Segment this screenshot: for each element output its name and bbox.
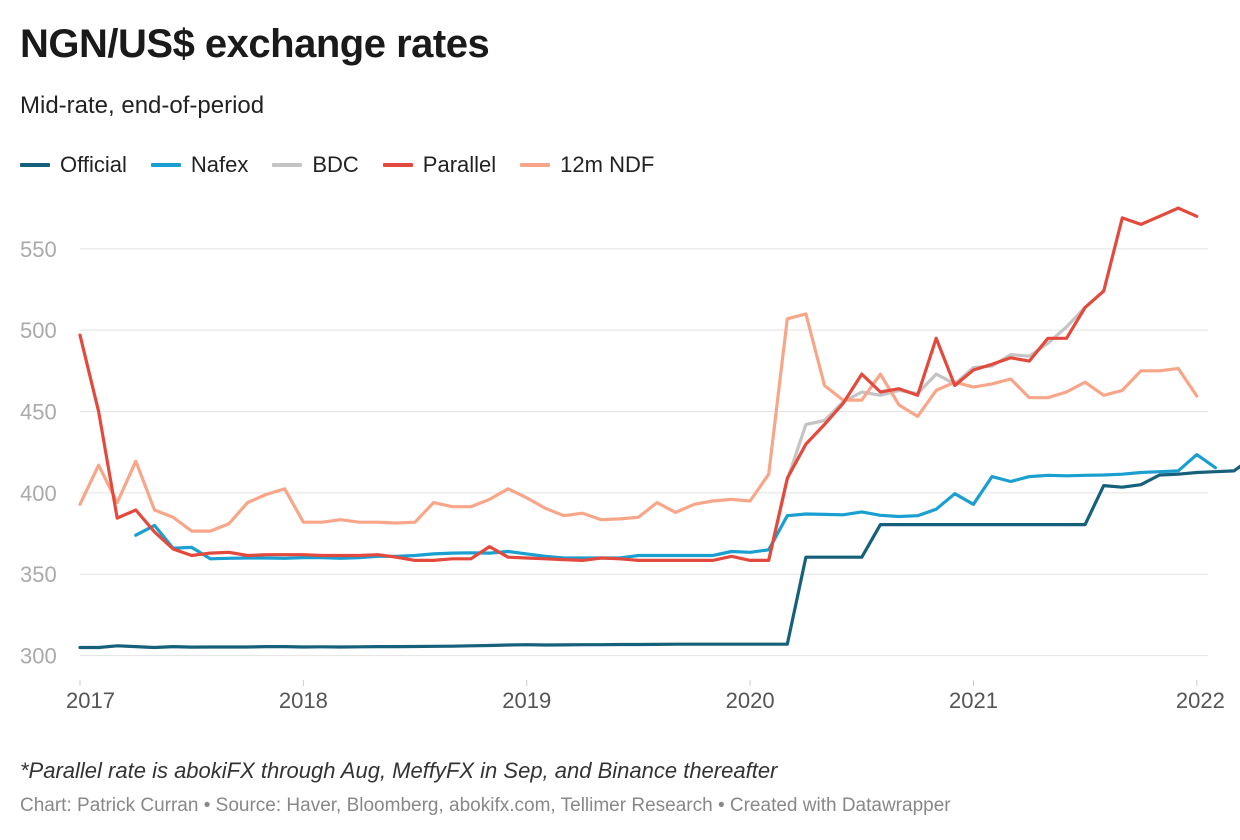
series-line-nafex (134, 453, 1218, 561)
x-tick-label: 2021 (949, 688, 998, 713)
x-tick-label: 2022 (1176, 688, 1225, 713)
series-line-parallel (78, 206, 1199, 563)
series-line-official (78, 464, 1240, 650)
legend-swatch-nafex (150, 163, 181, 167)
legend-item-ndf: 12m NDF (520, 152, 654, 178)
legend-label-official: Official (60, 152, 127, 177)
y-tick-label: 350 (20, 562, 57, 587)
y-tick-label: 450 (20, 400, 57, 425)
legend-item-parallel: Parallel (382, 152, 497, 178)
legend-label-ndf: 12m NDF (560, 152, 655, 177)
x-tick-label: 2020 (726, 688, 775, 713)
y-tick-label: 400 (20, 481, 57, 506)
y-tick-label: 300 (20, 644, 57, 669)
legend-label-nafex: Nafex (190, 152, 249, 177)
series-line-bdc (748, 289, 1106, 563)
chart-credit: Chart: Patrick Curran • Source: Haver, B… (20, 795, 951, 816)
legend-swatch-bdc (272, 163, 303, 167)
series-line-12m-ndf (78, 312, 1199, 533)
legend-swatch-parallel (382, 163, 413, 167)
legend-item-nafex: Nafex (150, 152, 249, 178)
x-tick-label: 2017 (66, 688, 115, 713)
legend-swatch-ndf (520, 163, 551, 167)
y-tick-label: 500 (20, 318, 57, 343)
y-tick-label: 550 (20, 237, 57, 262)
legend-item-bdc: BDC (272, 152, 359, 178)
x-tick-label: 2018 (279, 688, 328, 713)
legend-label-bdc: BDC (312, 152, 359, 177)
chart-title: NGN/US$ exchange rates (20, 22, 490, 66)
legend-item-official: Official (20, 152, 127, 178)
legend-label-parallel: Parallel (422, 152, 497, 177)
legend-swatch-official (20, 163, 50, 167)
footnote: *Parallel rate is abokiFX through Aug, M… (20, 758, 778, 783)
x-tick-label: 2019 (502, 688, 551, 713)
legend: Official Nafex BDC Parallel 12m NDF (20, 152, 678, 178)
chart-subtitle: Mid-rate, end-of-period (20, 92, 265, 119)
